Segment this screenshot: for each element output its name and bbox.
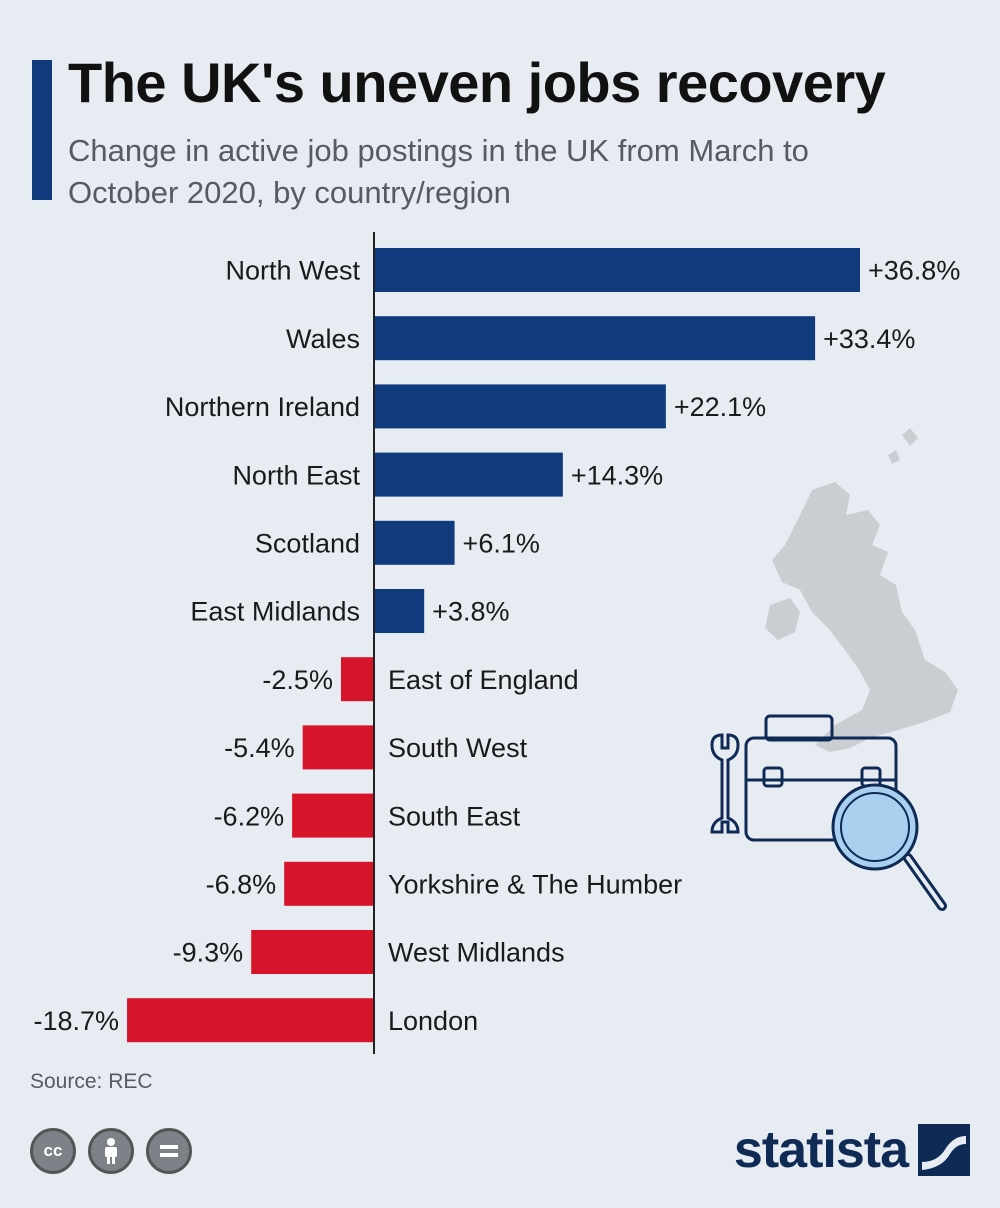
category-label: Wales	[286, 324, 360, 354]
category-label: East of England	[388, 665, 579, 695]
bar-north-east	[374, 452, 563, 497]
value-label: -18.7%	[33, 1006, 119, 1036]
category-label: Yorkshire & The Humber	[388, 870, 682, 900]
bar-wales	[374, 316, 816, 361]
category-label: West Midlands	[388, 938, 565, 968]
bar-east-midlands	[374, 589, 425, 633]
bar-south-west	[302, 725, 374, 770]
category-label: East Midlands	[190, 597, 360, 627]
statista-mark-icon	[918, 1124, 970, 1176]
title-accent-bar	[32, 60, 52, 200]
value-label: +22.1%	[674, 392, 766, 422]
category-label: North West	[225, 256, 360, 286]
bar-london	[127, 998, 374, 1043]
value-label: +36.8%	[868, 256, 960, 286]
category-label: South West	[388, 733, 528, 763]
value-label: -6.8%	[206, 870, 277, 900]
category-label: London	[388, 1006, 478, 1036]
value-label: -5.4%	[224, 733, 295, 763]
value-label: -2.5%	[262, 665, 333, 695]
statista-logo[interactable]: statista	[734, 1120, 970, 1180]
value-label: +6.1%	[463, 529, 540, 559]
source-note: Source: REC	[30, 1070, 153, 1093]
bar-northern-ireland	[374, 384, 666, 429]
attribution-icon[interactable]	[88, 1128, 134, 1174]
category-label: North East	[232, 460, 360, 490]
value-label: -6.2%	[214, 801, 285, 831]
bar-east-of-england	[340, 657, 374, 702]
bar-yorkshire-the-humber	[284, 861, 374, 906]
category-label: Scotland	[255, 529, 360, 559]
bar-west-midlands	[251, 930, 374, 974]
value-label: +33.4%	[823, 324, 915, 354]
chart-subtitle: Change in active job postings in the UK …	[68, 133, 809, 210]
value-label: +3.8%	[432, 597, 509, 627]
magnifier-icon	[831, 783, 947, 911]
bar-scotland	[374, 520, 455, 565]
brand-name: statista	[733, 1121, 909, 1179]
cc-icon[interactable]: cc	[30, 1128, 76, 1174]
value-label: +14.3%	[571, 460, 663, 490]
wrench-icon	[710, 733, 740, 834]
bar-south-east	[292, 793, 374, 838]
uk-map-icon	[765, 428, 958, 752]
bar-north-west	[374, 248, 860, 292]
no-derivatives-icon[interactable]	[146, 1128, 192, 1174]
license-icons: cc	[30, 1128, 192, 1174]
value-label: -9.3%	[173, 938, 244, 968]
category-label: Northern Ireland	[165, 392, 360, 422]
chart-title: The UK's uneven jobs recovery	[68, 51, 886, 114]
category-label: South East	[388, 801, 521, 831]
